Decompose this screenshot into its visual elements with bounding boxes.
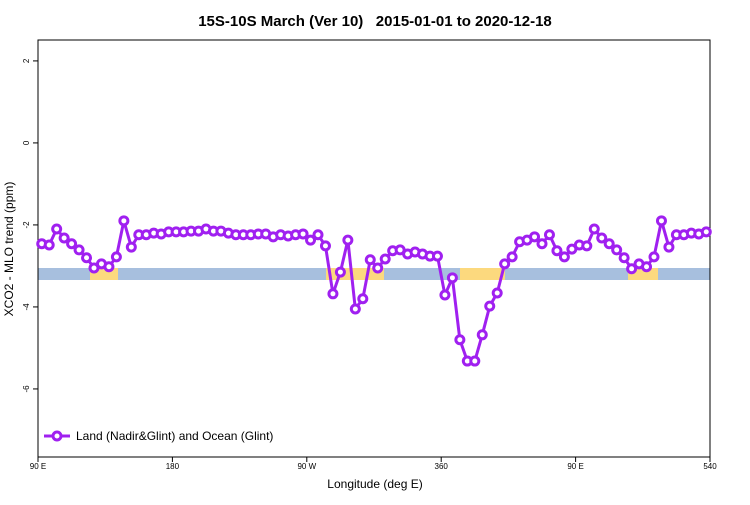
data-point [446,272,458,284]
data-point [319,240,331,252]
y-tick-label: -4 [22,303,31,311]
data-point [73,244,85,256]
data-point [484,300,496,312]
data-point [51,223,63,235]
x-tick-label: 90 E [567,462,583,471]
x-tick-label: 180 [166,462,180,471]
data-point [641,261,653,273]
data-point [312,229,324,241]
data-point [379,253,391,265]
data-point [125,241,137,253]
data-point [655,215,667,227]
legend-label: Land (Nadir&Glint) and Ocean (Glint) [76,429,273,443]
data-point [499,258,511,270]
data-point [305,234,317,246]
data-point [558,251,570,263]
chart-title: 15S-10S March (Ver 10) 2015-01-01 to 202… [198,13,552,30]
data-point [357,293,369,305]
data-point [663,241,675,253]
data-point [603,238,615,250]
data-point [66,238,78,250]
data-point [297,228,309,240]
x-axis-label: Longitude (deg E) [327,477,422,491]
data-point [588,223,600,235]
data-point [618,252,630,264]
data-point [349,303,361,315]
data-point [491,287,503,299]
data-point [342,234,354,246]
data-point [454,334,466,346]
data-point [543,229,555,241]
legend-marker [51,430,63,442]
data-point [372,262,384,274]
y-tick-label: -6 [22,385,31,393]
data-point [506,251,518,263]
data-point [439,289,451,301]
data-point [58,232,70,244]
data-point [551,245,563,257]
data-point [611,244,623,256]
data-point [364,254,376,266]
land-band [460,268,505,280]
x-tick-label: 90 E [30,462,46,471]
y-tick-label: 2 [22,58,31,63]
data-point [103,261,115,273]
data-point [81,252,93,264]
data-point [529,231,541,243]
x-tick-label: 90 W [297,462,316,471]
data-point [43,239,55,251]
data-point [626,263,638,275]
y-tick-label: 0 [22,140,31,145]
data-point [700,226,712,238]
data-point [469,355,481,367]
plot-frame [37,39,711,458]
data-point [334,266,346,278]
y-tick-label: -2 [22,221,31,229]
data-point [118,215,130,227]
y-axis-label: XCO2 - MLO trend (ppm) [2,182,16,317]
x-tick-label: 360 [435,462,449,471]
data-point [581,240,593,252]
data-point [110,251,122,263]
data-point [476,329,488,341]
data-point [536,238,548,250]
data-point [648,251,660,263]
data-point [596,232,608,244]
data-point [431,250,443,262]
x-tick-label: 540 [703,462,717,471]
data-point [327,288,339,300]
